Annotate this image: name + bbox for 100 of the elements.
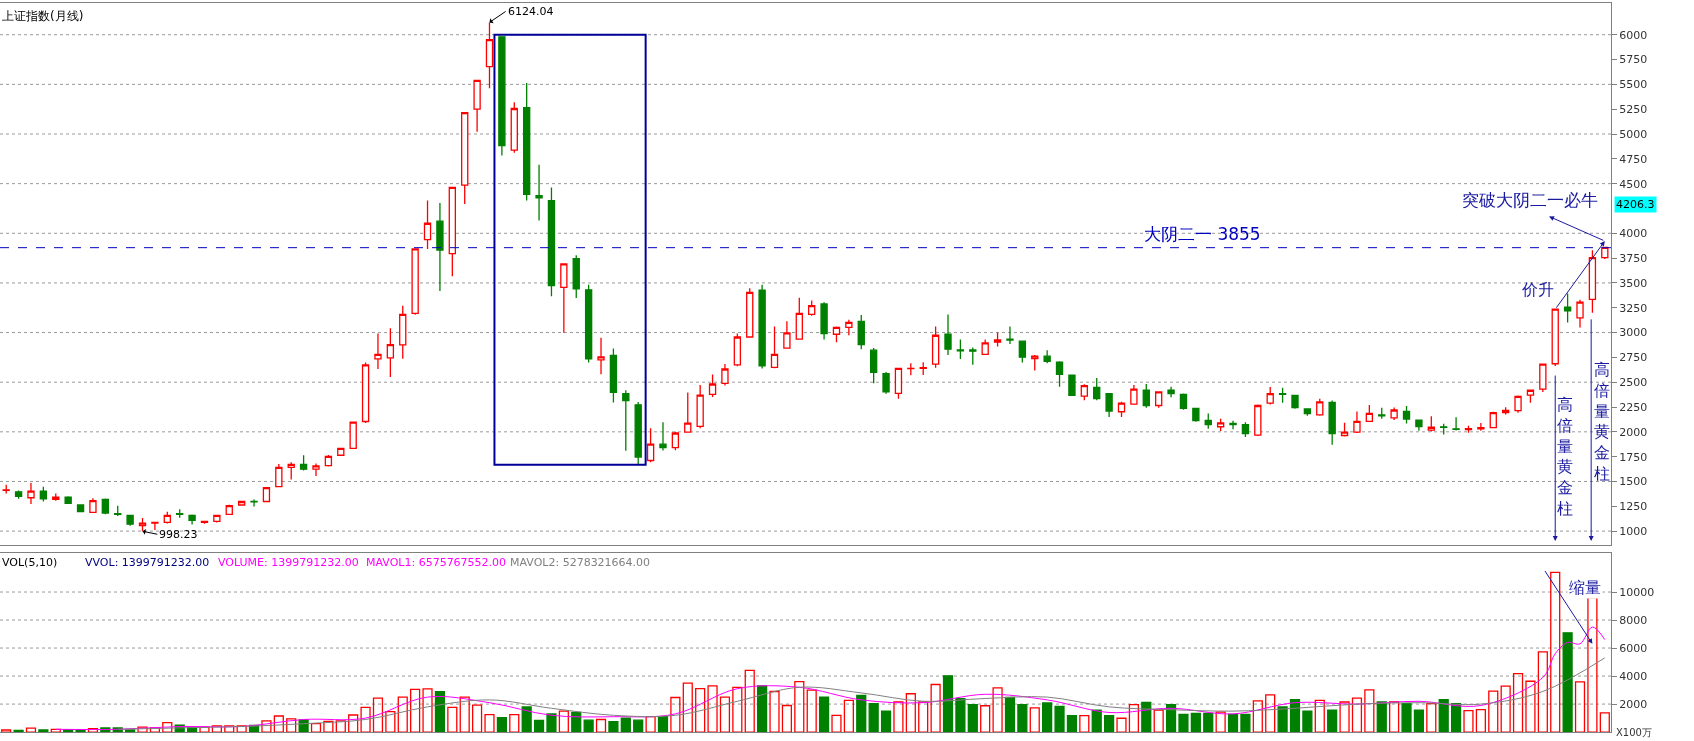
- y-tick-label: 10000: [1619, 585, 1655, 599]
- candlestick: [845, 319, 853, 336]
- candlestick: [671, 431, 680, 451]
- ref-line-label: 大阴二一 3855: [1144, 224, 1261, 244]
- candlestick: [250, 498, 258, 508]
- bar: [149, 727, 161, 733]
- candlestick: [1588, 249, 1597, 314]
- annotation: 998.23: [159, 528, 198, 541]
- bar: [868, 702, 879, 733]
- candlestick: [1303, 407, 1312, 417]
- candlestick: [1241, 421, 1250, 438]
- candlestick: [163, 511, 171, 525]
- bar: [1227, 713, 1239, 733]
- bar: [806, 689, 817, 733]
- candlestick: [361, 361, 370, 424]
- candlestick: [1031, 354, 1039, 372]
- bar: [657, 716, 669, 733]
- candlestick: [1043, 349, 1051, 364]
- bar: [1562, 632, 1573, 733]
- candlestick: [399, 305, 407, 360]
- bar: [434, 690, 446, 733]
- candlestick: [225, 504, 233, 516]
- bar: [459, 696, 470, 733]
- candlestick: [1514, 394, 1522, 414]
- candlestick: [1340, 422, 1349, 438]
- y-tick-label: 5000: [1619, 127, 1648, 141]
- annotation: VOL(5,10): [2, 556, 58, 569]
- bar: [645, 716, 656, 733]
- candlestick: [498, 36, 506, 157]
- y-tick-label: 3000: [1619, 326, 1648, 340]
- candlestick: [188, 513, 196, 526]
- bar: [1574, 681, 1586, 733]
- candlestick: [1353, 410, 1361, 434]
- bar: [1, 729, 12, 733]
- y-tick-label: 1750: [1619, 450, 1648, 464]
- bar: [682, 682, 693, 733]
- bar: [1116, 717, 1127, 733]
- bar: [571, 711, 582, 733]
- candlestick: [1328, 399, 1336, 446]
- candlestick: [1452, 416, 1460, 432]
- bar: [757, 685, 768, 733]
- candlestick: [993, 331, 1002, 348]
- candlestick: [39, 485, 48, 503]
- annotation: 突破大阴二一必牛: [1462, 190, 1598, 210]
- candlestick: [176, 508, 184, 519]
- y-tick-label: 5500: [1619, 78, 1648, 92]
- candlestick: [572, 254, 580, 299]
- bar: [199, 726, 210, 733]
- bar: [38, 729, 49, 733]
- candlestick: [287, 461, 295, 481]
- bar: [286, 718, 297, 733]
- candlestick: [411, 248, 419, 316]
- candlestick: [1415, 419, 1423, 432]
- y-tick-label: 5750: [1619, 53, 1648, 67]
- bar: [1376, 701, 1387, 733]
- candlestick: [64, 495, 72, 505]
- bar: [385, 711, 396, 733]
- candlestick: [634, 401, 642, 466]
- bar: [719, 696, 731, 733]
- bar: [496, 717, 507, 733]
- candlestick: [151, 521, 159, 531]
- candlestick: [262, 486, 271, 503]
- bar: [162, 721, 173, 733]
- candlestick: [275, 463, 283, 488]
- candlestick: [931, 325, 940, 369]
- bar: [1463, 710, 1474, 733]
- text: X100万: [1616, 727, 1652, 738]
- bar: [930, 683, 941, 733]
- line-series: [117, 657, 1606, 730]
- candlestick: [312, 462, 320, 477]
- bar: [1091, 709, 1102, 733]
- candlestick: [820, 301, 828, 341]
- candlestick: [473, 79, 481, 133]
- bar: [1488, 690, 1499, 733]
- annotation: 6124.04: [508, 5, 554, 18]
- bar: [942, 675, 954, 733]
- bar: [1004, 696, 1016, 733]
- bar: [1252, 700, 1263, 733]
- text: 上证指数(月线): [2, 9, 84, 23]
- candlestick: [770, 325, 779, 369]
- candlestick: [1006, 325, 1014, 345]
- bar: [397, 696, 408, 733]
- bar: [1079, 714, 1090, 733]
- bar: [1426, 702, 1437, 733]
- candlestick: [560, 263, 568, 334]
- y-tick-label: 4000: [1619, 227, 1648, 241]
- candlestick: [1266, 386, 1274, 406]
- candlestick: [969, 346, 977, 366]
- candlestick: [733, 332, 742, 367]
- candlestick: [1390, 406, 1398, 421]
- candlestick: [213, 514, 221, 524]
- bar: [1599, 712, 1610, 733]
- candlestick: [237, 500, 246, 506]
- annotation: VVOL: 1399791232.00: [85, 556, 210, 569]
- candlestick: [956, 338, 965, 360]
- bar: [608, 720, 619, 733]
- annotation: MAVOL2: 5278321664.00: [510, 556, 651, 569]
- bar: [843, 699, 854, 733]
- candlestick: [659, 421, 667, 452]
- candlestick: [52, 492, 60, 502]
